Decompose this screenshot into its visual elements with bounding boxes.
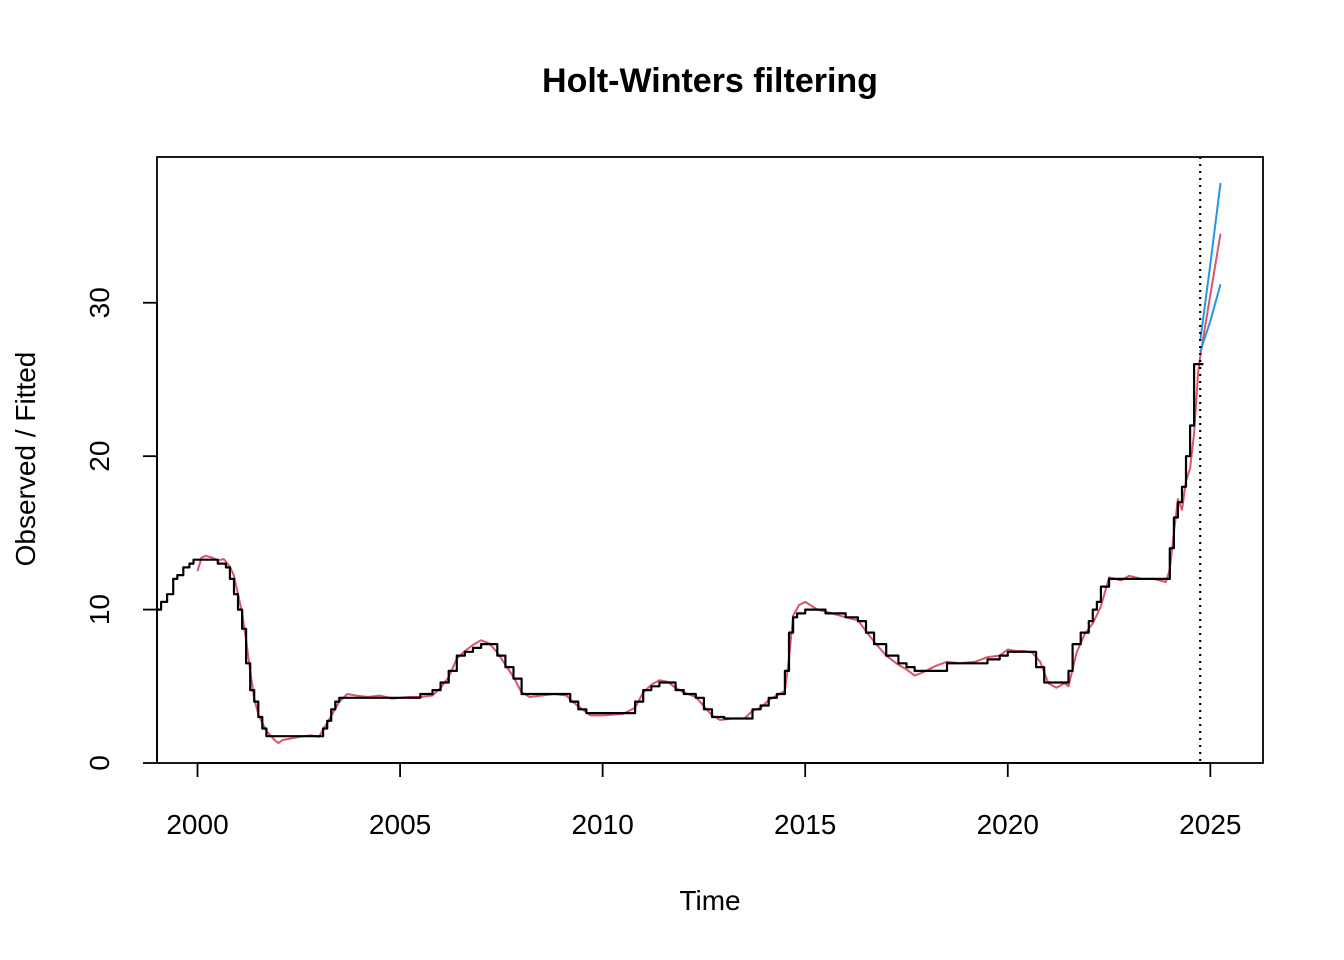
y-tick-label: 20 [84, 441, 115, 472]
y-tick-label: 30 [84, 287, 115, 318]
x-tick-label: 2010 [571, 809, 633, 840]
x-axis-title: Time [679, 885, 740, 916]
x-tick-label: 2025 [1179, 809, 1241, 840]
y-tick-label: 10 [84, 594, 115, 625]
x-tick-label: 2015 [774, 809, 836, 840]
forecast-line [1199, 233, 1222, 357]
lower-bound-line [1199, 284, 1222, 353]
y-tick-label: 0 [84, 755, 115, 771]
chart-title: Holt-Winters filtering [542, 62, 878, 100]
x-tick-label: 2020 [977, 809, 1039, 840]
fitted-line [196, 356, 1202, 745]
series-layer [157, 182, 1222, 745]
observed-line [157, 363, 1204, 738]
upper-bound-line [1199, 182, 1222, 342]
y-axis-title: Observed / Fitted [10, 352, 41, 567]
x-tick-label: 2005 [369, 809, 431, 840]
y-axis: 0 10 20 30 [84, 287, 158, 771]
x-tick-label: 2000 [166, 809, 228, 840]
x-axis: 2000 2005 2010 2015 2020 2025 [166, 762, 1241, 840]
plot-frame [156, 156, 1264, 764]
